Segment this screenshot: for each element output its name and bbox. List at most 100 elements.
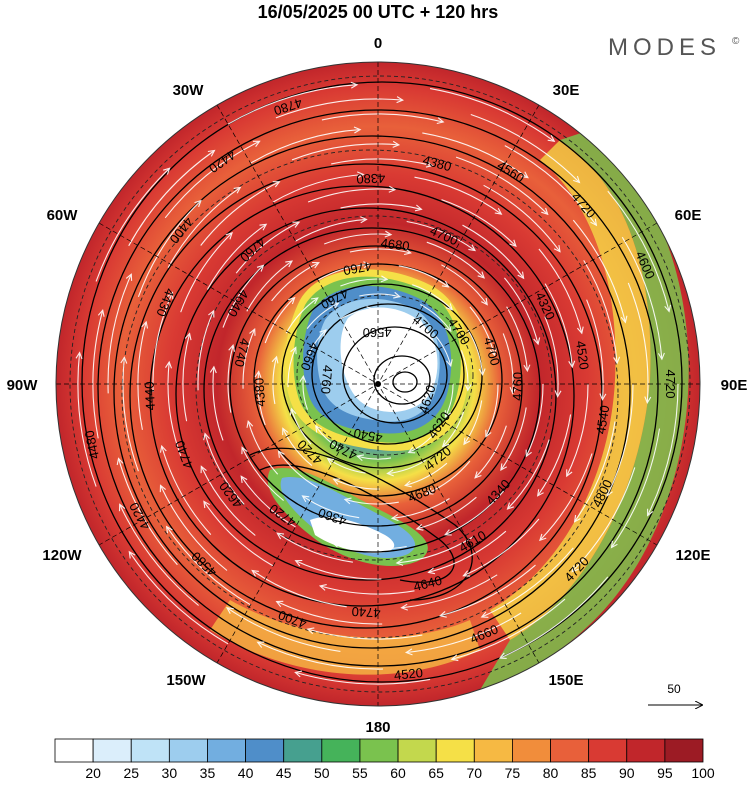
streamline-arrowhead	[285, 260, 294, 268]
streamline-arrowhead	[207, 149, 216, 157]
streamline-arrowhead	[380, 275, 389, 283]
streamline-arrowhead	[644, 396, 652, 405]
contour-line	[149, 185, 575, 607]
streamline-segment	[420, 304, 452, 332]
streamline-arrowhead	[276, 532, 285, 540]
streamline-arrowhead	[141, 320, 149, 329]
streamline-arrowhead	[306, 627, 315, 635]
streamline-arrowhead	[445, 359, 453, 368]
colorbar-tick-label: 45	[276, 765, 292, 781]
streamline-segment	[647, 383, 679, 516]
streamline-segment	[251, 570, 347, 608]
streamline-segment	[206, 223, 267, 290]
streamline-arrowhead	[388, 185, 397, 193]
colorbar-swatch	[207, 738, 246, 763]
streamline-arrowhead	[326, 457, 335, 465]
streamline-arrowhead	[282, 427, 289, 436]
streamline-arrowhead	[332, 478, 341, 485]
streamline-arrowhead	[166, 291, 174, 300]
streamline-arrowhead	[315, 424, 322, 433]
lon-label-150e: 150E	[548, 672, 583, 689]
streamline-segment	[227, 84, 358, 125]
streamline-segment	[246, 260, 293, 312]
streamline-arrowhead	[613, 356, 621, 365]
streamline-segment	[451, 598, 566, 660]
streamline-segment	[250, 129, 361, 164]
streamline-segment	[481, 547, 574, 618]
streamline-segment	[164, 140, 260, 219]
streamline-segment	[470, 113, 580, 183]
streamline-segment	[474, 425, 507, 479]
reference-vector: 50	[648, 682, 702, 705]
streamline-segment	[302, 495, 360, 519]
streamline-segment	[333, 478, 380, 490]
brand-logo-text: MODES	[608, 34, 721, 61]
streamline-segment	[291, 143, 399, 161]
colorbar-tick-label: 75	[505, 765, 521, 781]
streamline-arrowhead	[386, 469, 394, 477]
lon-label-180: 180	[365, 719, 390, 736]
streamline-segment	[571, 467, 636, 572]
streamline-segment	[586, 299, 604, 400]
streamline-segment	[282, 428, 313, 467]
streamline-arrowhead	[425, 488, 434, 495]
streamline-segment	[306, 302, 339, 329]
streamline-arrowhead	[573, 175, 581, 184]
colorbar-tick-label: 30	[162, 765, 178, 781]
streamline-segment	[119, 504, 199, 606]
contour-line	[342, 326, 448, 424]
colorbar-swatch	[397, 738, 437, 763]
slow-wind-band-east	[480, 130, 689, 690]
streamline-segment	[574, 421, 616, 523]
streamline-arrowhead	[312, 262, 320, 269]
streamline-arrowhead	[118, 503, 126, 512]
dashed-contour-line	[296, 294, 474, 456]
streamline-arrowhead	[194, 199, 202, 208]
streamline-arrowhead	[620, 315, 628, 324]
colorbar-tick-label: 35	[200, 765, 216, 781]
streamline-arrowhead	[251, 569, 259, 577]
streamline-segment	[444, 489, 505, 536]
streamline-arrowhead	[568, 360, 576, 369]
streamline-segment	[387, 459, 426, 475]
contour-line	[113, 135, 631, 649]
streamline-segment	[128, 551, 229, 645]
brand-mark: ©	[732, 36, 740, 47]
streamline-arrowhead	[256, 641, 265, 648]
streamline-segment	[324, 233, 392, 245]
contour-label: 4760	[510, 372, 526, 401]
streamline-segment	[332, 542, 407, 550]
streamline-arrowhead	[468, 244, 477, 252]
streamline-arrowhead	[606, 489, 613, 497]
streamline-arrowhead	[566, 469, 573, 478]
streamline-arrowhead	[400, 603, 408, 611]
streamline-arrowhead	[523, 364, 531, 373]
streamline-arrowhead	[301, 495, 310, 503]
streamline-arrowhead	[481, 297, 488, 306]
streamline-segment	[544, 283, 573, 368]
moderate-wind-band-east	[490, 140, 651, 640]
lon-label-30w: 30W	[173, 82, 205, 99]
contour-line	[129, 163, 603, 629]
streamline-segment	[307, 628, 423, 640]
colorbar-tick-label: 90	[619, 765, 635, 781]
streamline-arrowhead	[509, 239, 517, 247]
streamline-arrowhead	[75, 351, 83, 360]
colorbar-tick-label: 20	[85, 765, 101, 781]
contour-line	[281, 283, 483, 469]
streamline-arrowhead	[97, 309, 105, 317]
streamline-segment	[607, 190, 670, 312]
streamline-arrowhead	[571, 565, 579, 573]
streamline-arrowhead	[414, 204, 423, 212]
streamline-segment	[321, 113, 444, 123]
colorbar-swatch	[92, 738, 132, 763]
streamline-arrowhead	[541, 207, 549, 216]
streamline-segment	[180, 232, 233, 313]
colorbar-tick-label: 85	[581, 765, 597, 781]
colorbar-tick-label: 95	[657, 765, 673, 781]
streamline-segment	[212, 366, 224, 441]
streamline-segment	[295, 560, 382, 580]
streamline-arrowhead	[366, 306, 375, 314]
streamline-arrowhead	[299, 374, 307, 383]
streamline-segment	[406, 612, 522, 654]
